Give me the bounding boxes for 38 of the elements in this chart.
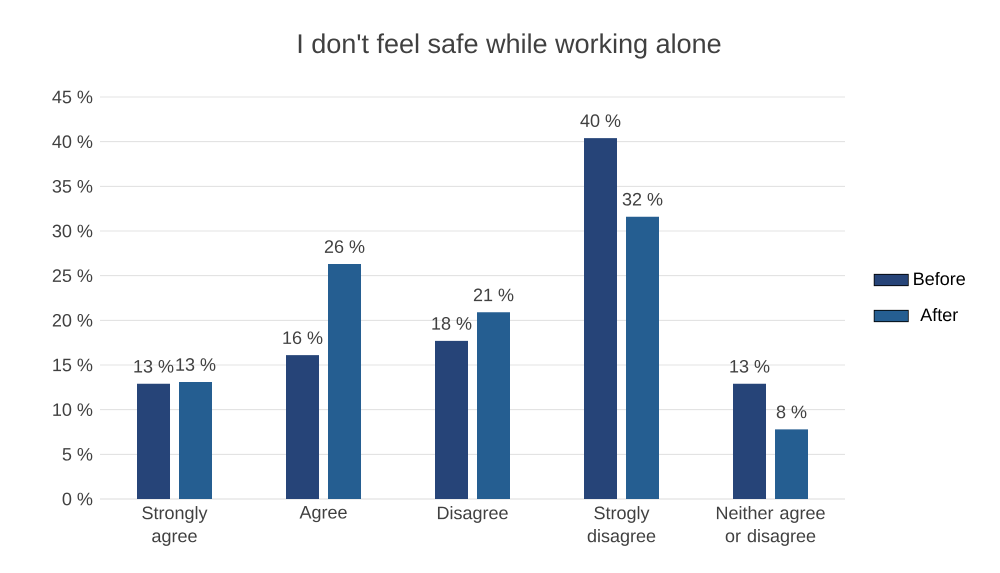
data-label: 40 % [580,114,620,128]
chart-title: I don't feel safe while working alone [298,33,720,59]
legend-label: After [920,308,958,322]
data-label: 13 % [134,360,174,373]
bar [179,382,212,499]
y-tick-label: 0 % [62,492,92,506]
bar [477,312,510,499]
bar [733,384,766,499]
y-tick-label: 30 % [52,224,92,238]
data-label: 8 % [776,406,806,418]
bar [137,384,170,499]
data-label: 26 % [324,240,364,253]
y-tick-label: 5 % [62,448,92,461]
x-tick-label: Strogly disagree [588,506,656,546]
x-tick-label: Disagree [438,506,508,523]
y-tick-label: 35 % [52,180,92,193]
data-label: 32 % [622,192,662,206]
x-tick-label: Agree [300,506,347,522]
bar [286,355,320,499]
x-tick-label: Strongly agree [142,506,208,546]
legend-label: Before [914,272,965,286]
data-label: 16 % [283,331,322,344]
y-tick-label: 25 % [52,269,92,282]
y-tick-label: 40 % [52,135,92,148]
y-tick-label: 10 % [53,403,92,416]
data-label: 21 % [474,288,514,302]
data-label: 13 % [730,360,770,373]
data-label: 18 % [432,317,472,330]
data-label: 13 % [176,358,216,371]
y-tick-label: 20 % [52,314,92,327]
bar [626,216,660,499]
bar [584,138,617,499]
bar [775,429,808,499]
bar [328,264,362,499]
y-tick-label: 15 % [53,358,92,372]
bar [435,340,468,499]
y-tick-label: 45 % [52,90,92,104]
x-tick-label: Neither agree or disagree [716,506,825,546]
